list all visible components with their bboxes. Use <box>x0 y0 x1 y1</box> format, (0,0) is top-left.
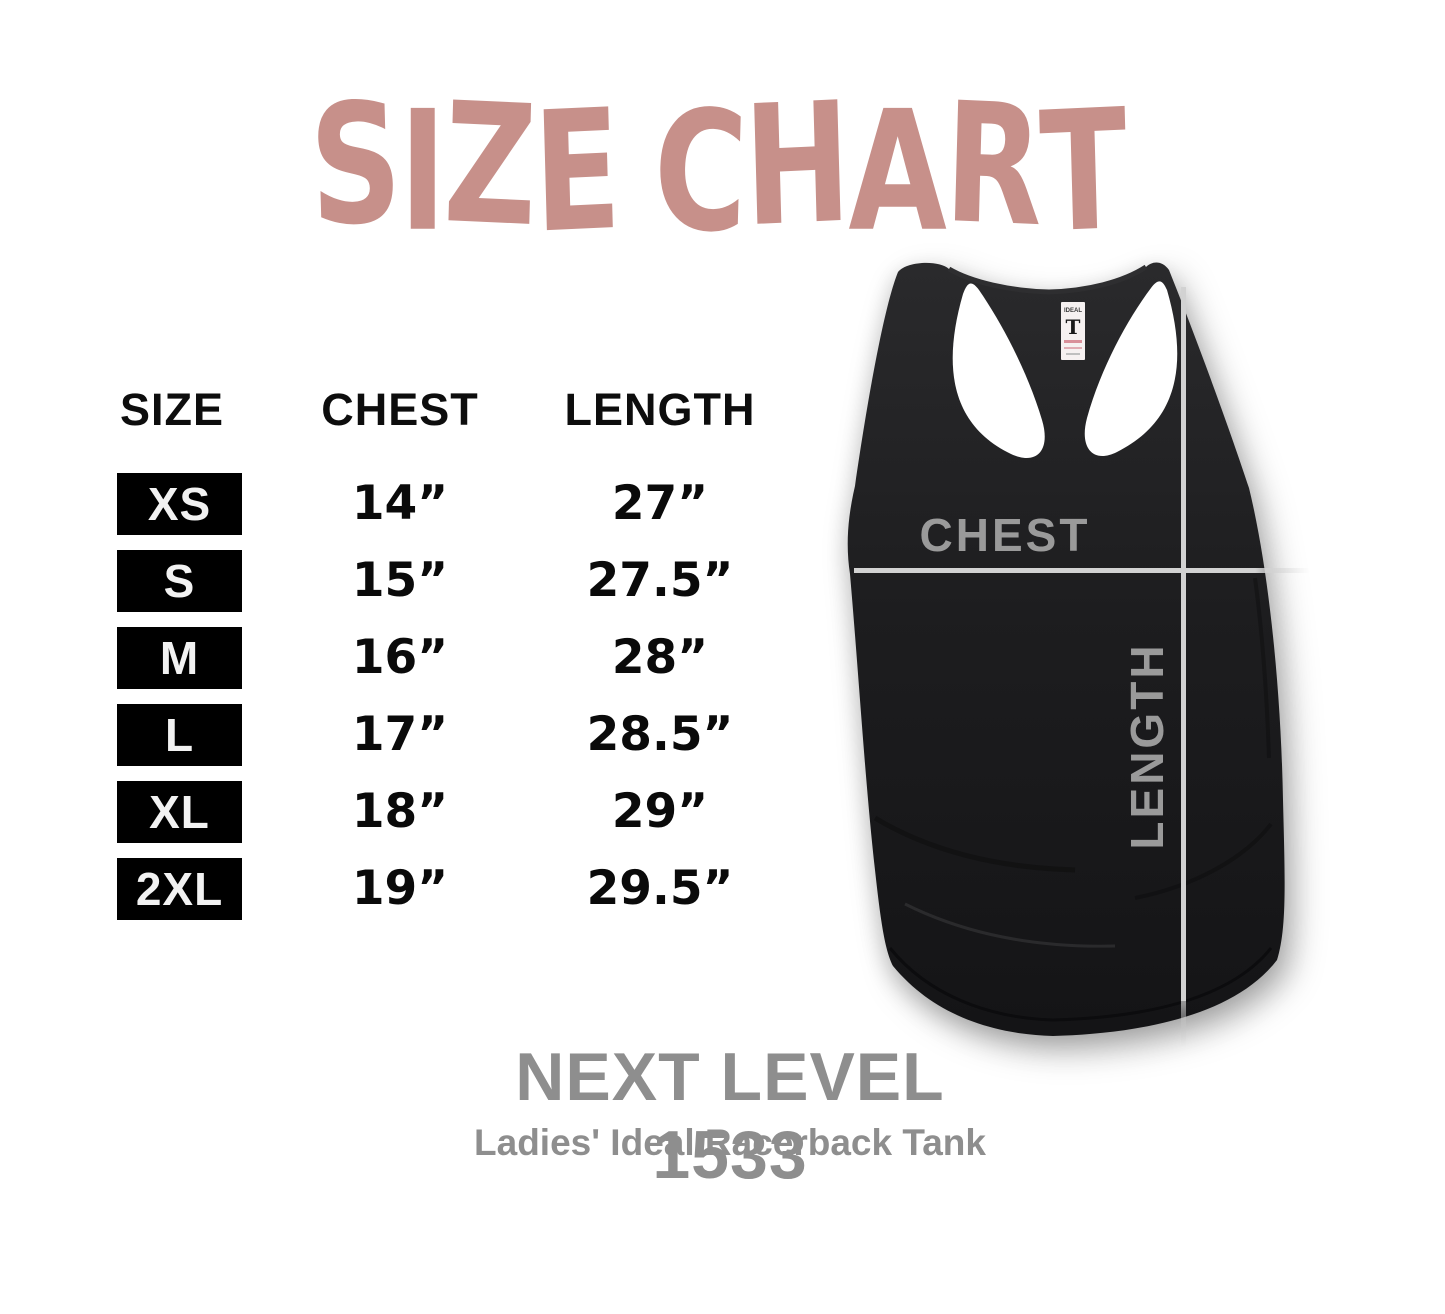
wrinkle-line <box>1253 577 1271 759</box>
size-badge-2xl: 2XL <box>117 858 242 920</box>
length-measure-label: LENGTH <box>1121 642 1173 850</box>
tag-brand-text: IDEAL <box>1064 308 1082 314</box>
armhole-cutout-right <box>1084 281 1178 457</box>
chest-value: 19” <box>351 861 449 916</box>
hem-seam <box>888 947 1273 1022</box>
collar-band <box>947 264 1148 295</box>
chest-value: 16” <box>351 630 449 685</box>
size-badge-m: M <box>117 627 242 689</box>
chest-value: 14” <box>351 476 449 531</box>
product-subtitle: Ladies' Ideal Racerback Tank <box>474 1122 986 1163</box>
size-badge-s: S <box>117 550 242 612</box>
product-name: NEXT LEVEL 1533 <box>515 1039 945 1193</box>
page-title: SIZE CHART <box>307 66 1127 270</box>
length-value: 29.5” <box>586 861 734 916</box>
size-badge-xl: XL <box>117 781 242 843</box>
armhole-cutout-left <box>952 283 1045 459</box>
wrinkle-line <box>1134 822 1273 900</box>
length-measure-line <box>1181 287 1186 1001</box>
chest-value: 15” <box>351 553 449 608</box>
column-header-size: SIZE <box>119 384 225 435</box>
length-measure-line-fade <box>1181 1001 1186 1047</box>
chest-value: 17” <box>351 707 449 762</box>
length-value: 29” <box>611 784 709 839</box>
length-value: 28.5” <box>586 707 734 762</box>
size-badge-xs: XS <box>117 473 242 535</box>
tag-letter-text: T <box>1066 315 1081 339</box>
neck-tag: IDEAL T <box>1061 302 1085 360</box>
wrinkle-line <box>873 815 1076 873</box>
chest-measure-label: CHEST <box>919 509 1091 561</box>
tank-silhouette <box>847 262 1285 1036</box>
length-value: 28” <box>611 630 709 685</box>
tank-top-image: IDEAL T <box>835 258 1325 1058</box>
length-value: 27.5” <box>586 553 734 608</box>
column-header-length: LENGTH <box>564 384 756 435</box>
chest-value: 18” <box>351 784 449 839</box>
wrinkle-highlight <box>904 902 1116 948</box>
racerback-tank-graphic: IDEAL T <box>847 262 1285 1036</box>
size-badge-l: L <box>117 704 242 766</box>
column-header-chest: CHEST <box>321 384 479 435</box>
chest-measure-line <box>854 568 1310 573</box>
length-value: 27” <box>611 476 709 531</box>
